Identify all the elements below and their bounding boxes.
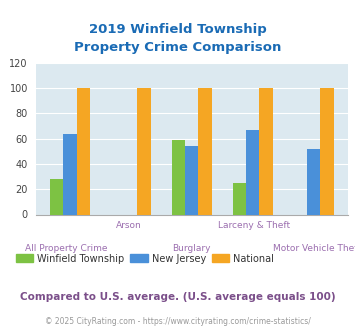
Bar xyxy=(198,88,212,214)
Bar xyxy=(63,134,77,214)
Bar xyxy=(246,130,260,214)
Bar xyxy=(233,183,246,214)
Bar xyxy=(307,149,320,214)
Text: Compared to U.S. average. (U.S. average equals 100): Compared to U.S. average. (U.S. average … xyxy=(20,292,335,302)
Text: © 2025 CityRating.com - https://www.cityrating.com/crime-statistics/: © 2025 CityRating.com - https://www.city… xyxy=(45,317,310,326)
Text: Burglary: Burglary xyxy=(173,244,211,253)
Text: All Property Crime: All Property Crime xyxy=(26,244,108,253)
Bar xyxy=(77,88,90,214)
Legend: Winfield Township, New Jersey, National: Winfield Township, New Jersey, National xyxy=(12,249,278,267)
Bar xyxy=(137,88,151,214)
Text: Motor Vehicle Theft: Motor Vehicle Theft xyxy=(273,244,355,253)
Text: Larceny & Theft: Larceny & Theft xyxy=(218,221,290,230)
Bar xyxy=(260,88,273,214)
Bar xyxy=(171,140,185,214)
Text: 2019 Winfield Township
Property Crime Comparison: 2019 Winfield Township Property Crime Co… xyxy=(74,23,281,54)
Bar xyxy=(50,179,63,215)
Bar xyxy=(185,146,198,214)
Text: Arson: Arson xyxy=(116,221,142,230)
Bar xyxy=(320,88,334,214)
